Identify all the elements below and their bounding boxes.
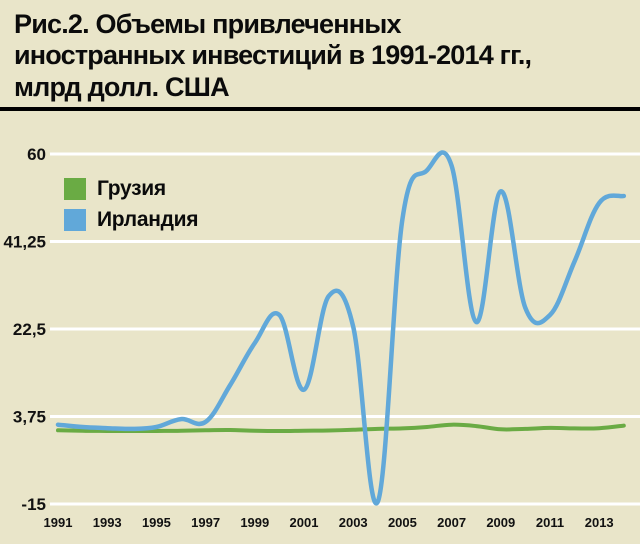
- legend-item-ireland: Ирландия: [64, 207, 199, 232]
- x-axis-tick-label: 1993: [93, 515, 122, 530]
- x-axis-tick-label: 2011: [536, 515, 564, 530]
- y-axis-tick-label: 22,5: [13, 320, 46, 339]
- georgia-legend-label: Грузия: [97, 176, 166, 200]
- y-axis-tick-label: 41,25: [3, 232, 46, 251]
- georgia-color-swatch: [64, 177, 86, 200]
- ireland-legend-label: Ирландия: [97, 207, 199, 231]
- georgia-line: [56, 422, 626, 433]
- chart-area: 60 41,25 22,5 3,75 -15 1991 1993 1995 1997 1999 20…: [0, 111, 640, 541]
- title-divider: [0, 106, 640, 111]
- chart-legend: Грузия Ирландия: [64, 177, 199, 239]
- figure-title: Рис.2. Объемы привлеченных иностранных и…: [0, 0, 640, 107]
- x-axis-tick-label: 2003: [339, 515, 368, 530]
- x-axis-tick-label: 2001: [290, 515, 319, 530]
- title-line-2: иностранных инвестиций в 1991-2014 гг.,: [14, 40, 532, 71]
- y-axis-tick-label: 3,75: [13, 407, 46, 426]
- y-axis-tick-label: -15: [21, 495, 46, 514]
- title-line-1: Рис.2. Объемы привлеченных: [14, 9, 402, 39]
- x-axis-tick-label: 2009: [486, 515, 515, 530]
- x-axis-tick-label: 2005: [388, 515, 417, 530]
- x-axis-tick-label: 1999: [240, 515, 269, 530]
- x-axis-tick-label: 1991: [44, 515, 73, 530]
- x-axis-tick-label: 2007: [437, 515, 466, 530]
- x-axis-tick-label: 1995: [142, 515, 171, 530]
- title-line-3: млрд долл. США: [14, 71, 230, 102]
- ireland-color-swatch: [64, 208, 86, 231]
- ireland-line: [55, 150, 627, 506]
- y-axis-tick-label: 60: [27, 145, 46, 164]
- x-axis-tick-label: 2013: [585, 515, 614, 530]
- legend-item-georgia: Грузия: [64, 177, 198, 201]
- x-axis-tick-label: 1997: [191, 515, 220, 530]
